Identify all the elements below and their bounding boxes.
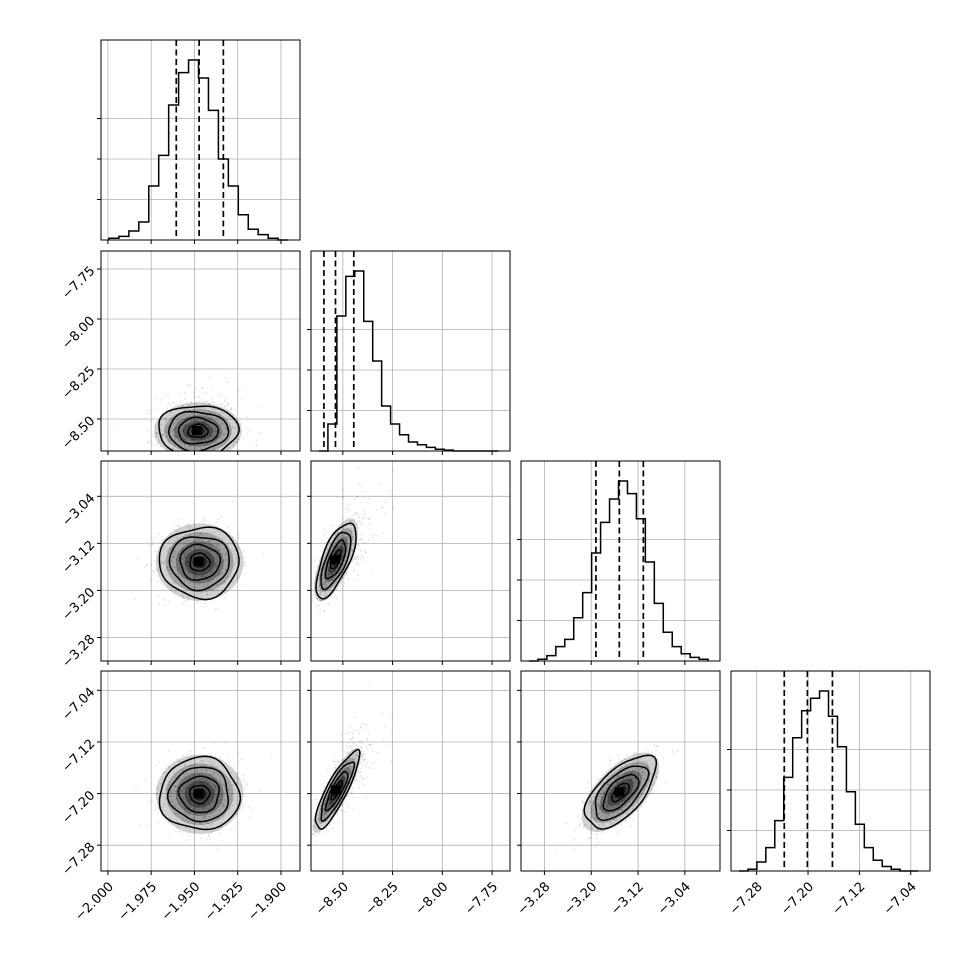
ytick-label-2-0: −3.28: [60, 632, 99, 671]
hist-panel-0: [97, 39, 301, 244]
peak-2-3: [614, 787, 625, 797]
contour-1-3-2: [320, 761, 356, 822]
xtick-label-2-2: −3.12: [608, 879, 647, 918]
contour-2-3-3: [583, 754, 658, 830]
hist-panel-1: [307, 250, 511, 455]
xtick-label-1-0: −8.50: [313, 879, 352, 918]
contour-0-1-3: [158, 405, 240, 451]
xtick-label-3-2: −7.12: [830, 879, 869, 918]
pair-frame-1-3: [310, 670, 511, 872]
xtick-label-2-1: −3.20: [562, 879, 601, 918]
ytick-label-1-2: −8.00: [60, 314, 99, 353]
contour-1-2-3: [315, 522, 357, 600]
ytick-label-1-3: −7.75: [60, 264, 99, 303]
xtick-label-2-0: −3.28: [515, 879, 554, 918]
ytick-label-3-3: −7.04: [60, 685, 99, 724]
peak-0-1: [191, 426, 202, 435]
hist-frame-1: [310, 250, 511, 452]
hist-panel-3: [727, 670, 931, 875]
contour-2-3-0: [610, 782, 630, 803]
ytick-label-3-0: −7.28: [60, 840, 99, 879]
ytick-label-1-0: −8.50: [60, 414, 99, 453]
histogram-3: [738, 690, 919, 872]
contour-0-3-3: [158, 755, 242, 831]
hist-frame-0: [100, 39, 301, 241]
contour-1-3-1: [324, 770, 349, 812]
contour-0-1-2: [168, 410, 230, 451]
ytick-label-2-1: −3.20: [60, 585, 99, 624]
peak-0-3: [193, 789, 204, 799]
pair-frame-1-2: [310, 460, 511, 662]
contour-1-2-2: [320, 531, 352, 591]
histogram-1: [318, 270, 499, 452]
ytick-label-3-2: −7.12: [60, 737, 99, 776]
pair-panel-0-3: [97, 670, 301, 875]
xtick-label-0-4: −1.900: [245, 879, 290, 924]
ytick-label-1-1: −8.25: [60, 364, 99, 403]
pair-frame-0-1: [100, 250, 301, 452]
pair-panel-0-1: [97, 250, 301, 455]
xtick-label-1-1: −8.25: [363, 879, 402, 918]
xtick-label-0-1: −1.975: [116, 879, 161, 924]
contour-2-3-1: [602, 773, 640, 812]
contour-0-3-1: [177, 775, 220, 814]
pair-frame-0-3: [100, 670, 301, 872]
pair-panel-1-3: [307, 670, 511, 875]
contour-0-2-3: [158, 526, 240, 601]
pair-panel-1-2: [307, 460, 511, 665]
pair-panel-0-2: [97, 460, 301, 665]
pair-panel-2-3: [517, 670, 721, 875]
xtick-label-0-2: −1.950: [159, 879, 204, 924]
xtick-label-0-3: −1.925: [202, 879, 247, 924]
contour-1-2-0: [329, 548, 342, 570]
pair-frame-0-2: [100, 460, 301, 662]
hist-frame-3: [730, 670, 931, 872]
xtick-label-1-3: −7.75: [462, 879, 501, 918]
contour-0-1-0: [187, 423, 209, 439]
contour-0-2-2: [168, 536, 230, 592]
ytick-label-3-1: −7.20: [60, 788, 99, 827]
peak-1-3: [330, 785, 341, 795]
ytick-label-2-3: −3.04: [60, 491, 99, 530]
xtick-label-3-3: −7.04: [881, 879, 920, 918]
xtick-label-1-2: −8.00: [413, 879, 452, 918]
xtick-label-3-1: −7.20: [778, 879, 817, 918]
hist-panel-2: [517, 460, 721, 665]
contour-0-3-0: [189, 784, 211, 805]
contour-1-3-0: [330, 779, 343, 801]
xtick-label-3-0: −7.28: [727, 879, 766, 918]
hist-frame-2: [520, 460, 721, 662]
contour-1-3-3: [314, 748, 361, 830]
pair-frame-2-3: [520, 670, 721, 872]
contour-0-3-2: [166, 766, 230, 823]
contour-2-3-2: [594, 765, 650, 822]
contour-1-2-1: [324, 539, 347, 580]
peak-0-2: [193, 557, 204, 567]
peak-1-2: [329, 554, 340, 564]
xtick-label-0-0: −2.000: [72, 879, 117, 924]
contour-0-2-0: [189, 552, 212, 572]
xtick-label-2-3: −3.04: [655, 879, 694, 918]
contour-0-1-1: [177, 416, 220, 445]
contour-0-2-1: [179, 543, 222, 581]
ytick-label-2-2: −3.12: [60, 538, 99, 577]
